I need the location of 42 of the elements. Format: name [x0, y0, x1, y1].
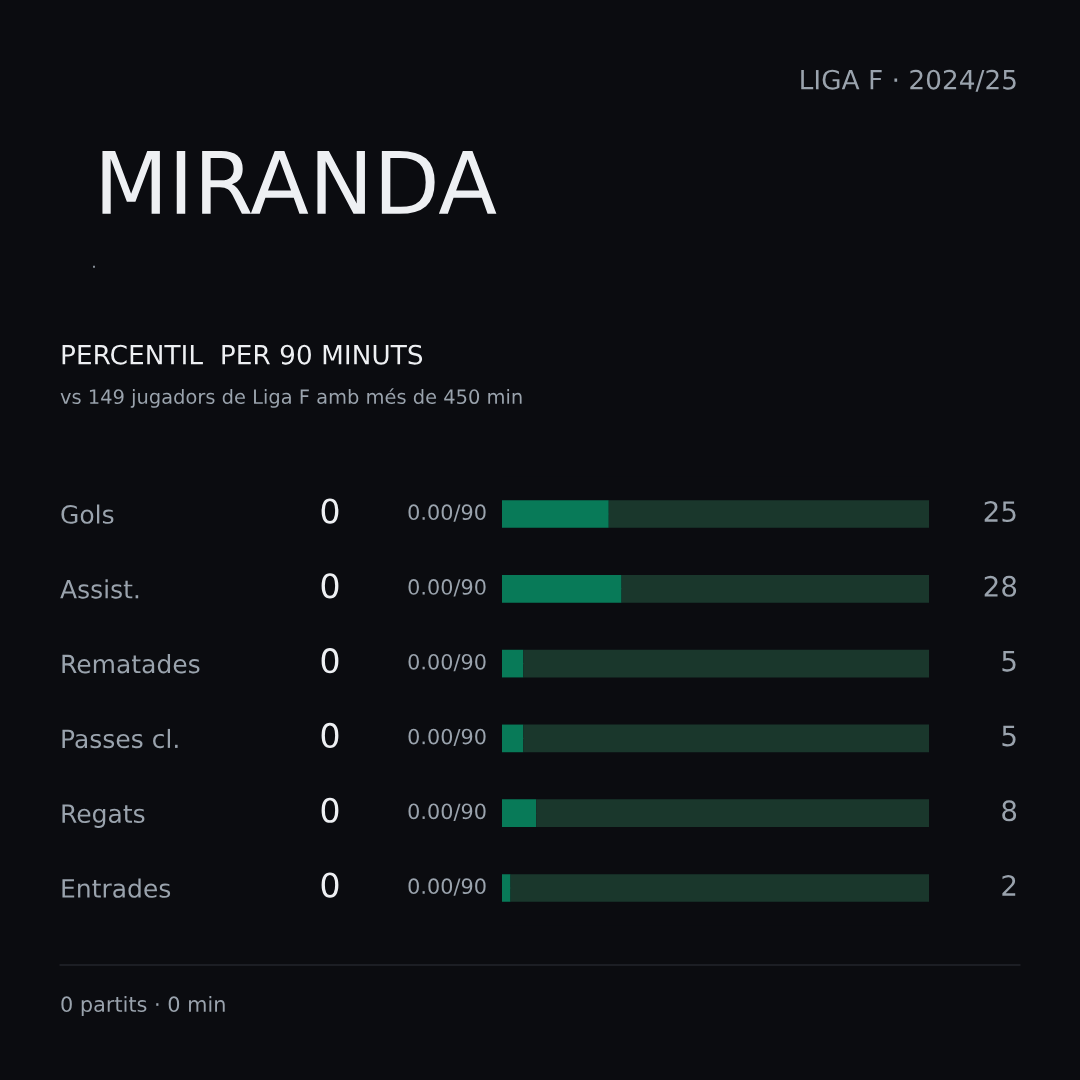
bar: [502, 500, 609, 528]
data-label: 28: [984, 575, 1017, 597]
text: 0.00/90: [408, 728, 486, 747]
bar: [523, 649, 929, 678]
y-tick-label: Passes cl.: [62, 728, 178, 749]
bar: [502, 874, 511, 902]
chart-title: MIRANDA: [102, 150, 497, 214]
data-label: 5: [1002, 725, 1016, 747]
data-label: 25: [984, 501, 1016, 523]
text: 0.00/90: [408, 579, 486, 597]
bar: [502, 799, 537, 828]
text: 0.00/90: [408, 504, 486, 522]
y-tick-label: Rematades: [62, 654, 200, 674]
data-label: 2: [1002, 875, 1016, 896]
text: 0: [321, 648, 339, 674]
text: PERCENTIL PER 90 MINUTS: [62, 344, 423, 365]
y-tick-label: Regats: [62, 804, 145, 828]
bar: [536, 799, 929, 828]
data-label: 8: [1002, 800, 1017, 822]
bar: [502, 649, 524, 678]
bar: [502, 724, 524, 753]
text: 0.00/90: [408, 803, 486, 821]
data-label: 5: [1002, 651, 1016, 672]
text: 0.00/90: [408, 653, 486, 672]
y-tick-label: Gols: [61, 504, 114, 524]
text: 0: [321, 872, 339, 898]
text: LIGA F · 2024/25: [801, 69, 1016, 92]
bar: [510, 874, 929, 902]
y-tick-label: Assist.: [60, 579, 139, 599]
text: 0.00/90: [408, 878, 486, 896]
text: 0: [321, 498, 339, 524]
bar: [621, 574, 929, 603]
bar: [608, 500, 929, 528]
text: 0: [321, 573, 339, 599]
y-tick-label: Entrades: [62, 878, 171, 898]
text: ·: [93, 265, 95, 268]
text: 0: [321, 797, 339, 823]
text: vs 149 jugadors de Liga F amb més de 450 min: [60, 388, 522, 408]
text: 0: [321, 722, 339, 749]
bar: [523, 724, 929, 753]
text: 0 partits · 0 min: [61, 995, 225, 1017]
bar: [502, 574, 622, 603]
